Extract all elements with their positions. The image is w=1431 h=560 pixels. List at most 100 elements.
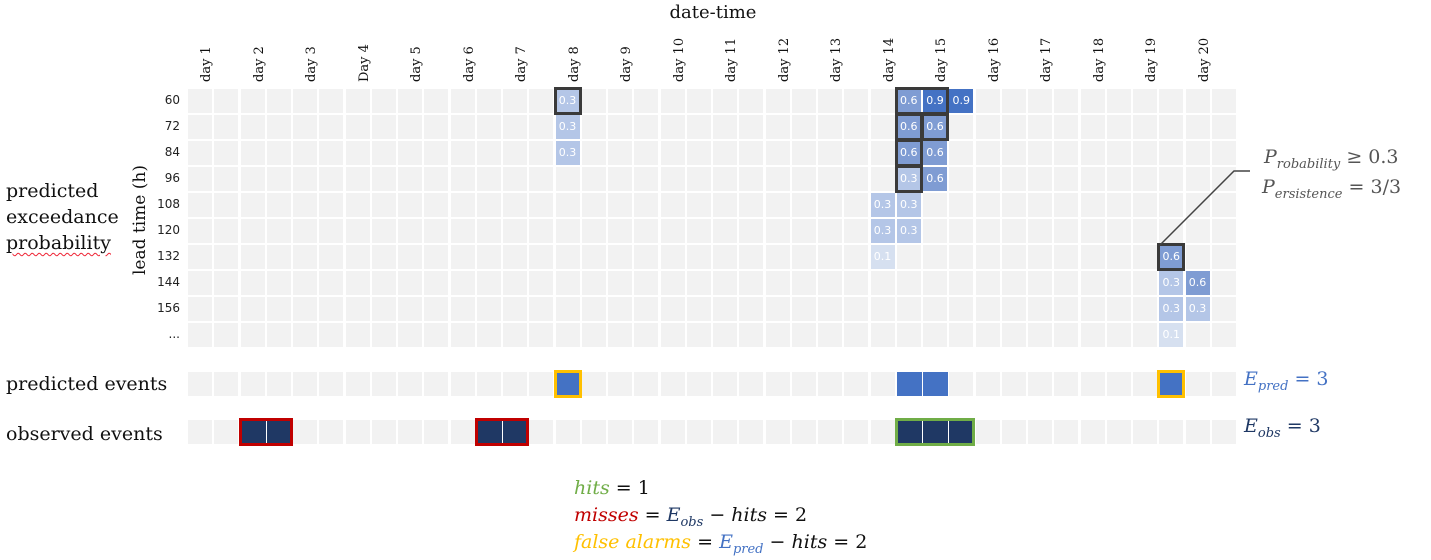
grid-cell — [844, 323, 869, 347]
grid-cell — [660, 115, 685, 139]
grid-cell — [791, 89, 816, 113]
grid-cell — [686, 245, 711, 269]
event-cell — [713, 420, 737, 444]
grid-cell — [791, 115, 816, 139]
probability-cell: 0.1 — [1159, 323, 1184, 347]
grid-cell — [450, 271, 475, 295]
grid-cell — [293, 193, 317, 217]
event-cell — [1106, 420, 1131, 444]
grid-cell — [293, 167, 317, 191]
grid-cell — [949, 193, 974, 217]
event-cell — [345, 420, 370, 444]
grid-cell — [240, 167, 265, 191]
grid-cell — [949, 219, 974, 243]
grid-cell — [686, 219, 711, 243]
grid-cell — [476, 167, 501, 191]
grid-cell — [503, 167, 527, 191]
grid-cell — [791, 297, 816, 321]
grid-cell — [424, 297, 449, 321]
grid-cell — [345, 219, 370, 243]
grid-cell — [319, 323, 344, 347]
grid-cell — [1106, 167, 1131, 191]
grid-cell — [739, 245, 764, 269]
grid-cell — [608, 297, 632, 321]
probability-cell: 0.9 — [949, 89, 974, 113]
grid-cell — [1080, 245, 1105, 269]
predicted-event-cell — [896, 372, 922, 396]
grid-cell — [844, 167, 869, 191]
grid-cell — [1159, 167, 1184, 191]
grid-cell — [765, 115, 790, 139]
grid-cell — [319, 193, 344, 217]
lead-time-label: 60 — [164, 93, 180, 107]
grid-cell — [818, 297, 842, 321]
grid-cell — [791, 323, 816, 347]
grid-cell — [1211, 89, 1236, 113]
grid-cell — [424, 219, 449, 243]
grid-cell — [371, 115, 396, 139]
grid-cell — [214, 141, 239, 165]
grid-cell — [424, 271, 449, 295]
grid-cell — [188, 245, 212, 269]
grid-cell — [450, 141, 475, 165]
grid-cell — [188, 115, 212, 139]
grid-cell — [345, 89, 370, 113]
event-cell — [266, 372, 291, 396]
grid-cell — [896, 323, 921, 347]
grid-cell — [634, 297, 659, 321]
grid-cell — [266, 89, 291, 113]
grid-cell — [214, 89, 239, 113]
grid-cell — [1185, 89, 1210, 113]
grid-cell — [319, 297, 344, 321]
grid-cell — [581, 297, 606, 321]
grid-cell — [1133, 271, 1157, 295]
event-cell — [581, 372, 606, 396]
grid-cell — [529, 167, 554, 191]
grid-cell — [529, 271, 554, 295]
grid-cell — [1211, 219, 1236, 243]
probability-cell: 0.6 — [923, 167, 947, 191]
grid-cell — [266, 271, 291, 295]
grid-cell — [240, 141, 265, 165]
grid-cell — [686, 141, 711, 165]
lead-time-label: 96 — [164, 171, 180, 185]
grid-cell — [1054, 297, 1079, 321]
grid-cell — [765, 89, 790, 113]
row-head-probability: predicted exceedance probability — [6, 178, 119, 256]
grid-cell — [188, 271, 212, 295]
grid-cell — [1106, 271, 1131, 295]
x-axis-title: date-time — [669, 2, 757, 23]
event-cell — [450, 420, 475, 444]
grid-cell — [923, 323, 947, 347]
grid-cell — [818, 219, 842, 243]
grid-cell — [1080, 167, 1105, 191]
grid-cell — [923, 245, 947, 269]
event-cell — [188, 420, 212, 444]
grid-cell — [713, 323, 737, 347]
grid-cell — [608, 89, 632, 113]
grid-cell — [896, 297, 921, 321]
grid-cell — [1028, 271, 1052, 295]
grid-cell — [398, 245, 422, 269]
grid-cell — [660, 271, 685, 295]
grid-cell — [713, 193, 737, 217]
grid-cell — [870, 271, 895, 295]
grid-cell — [844, 271, 869, 295]
grid-cell — [896, 245, 921, 269]
grid-cell — [240, 219, 265, 243]
grid-cell — [345, 141, 370, 165]
grid-cell — [424, 141, 449, 165]
grid-cell — [319, 89, 344, 113]
grid-cell — [634, 245, 659, 269]
grid-cell — [266, 141, 291, 165]
grid-cell — [319, 141, 344, 165]
event-cell — [424, 420, 449, 444]
event-cell — [214, 420, 239, 444]
grid-cell — [266, 219, 291, 243]
grid-cell — [1054, 323, 1079, 347]
grid-cell — [476, 297, 501, 321]
grid-cell — [1133, 167, 1157, 191]
event-cell — [476, 372, 501, 396]
lead-time-label: 72 — [164, 119, 180, 133]
grid-cell — [739, 115, 764, 139]
